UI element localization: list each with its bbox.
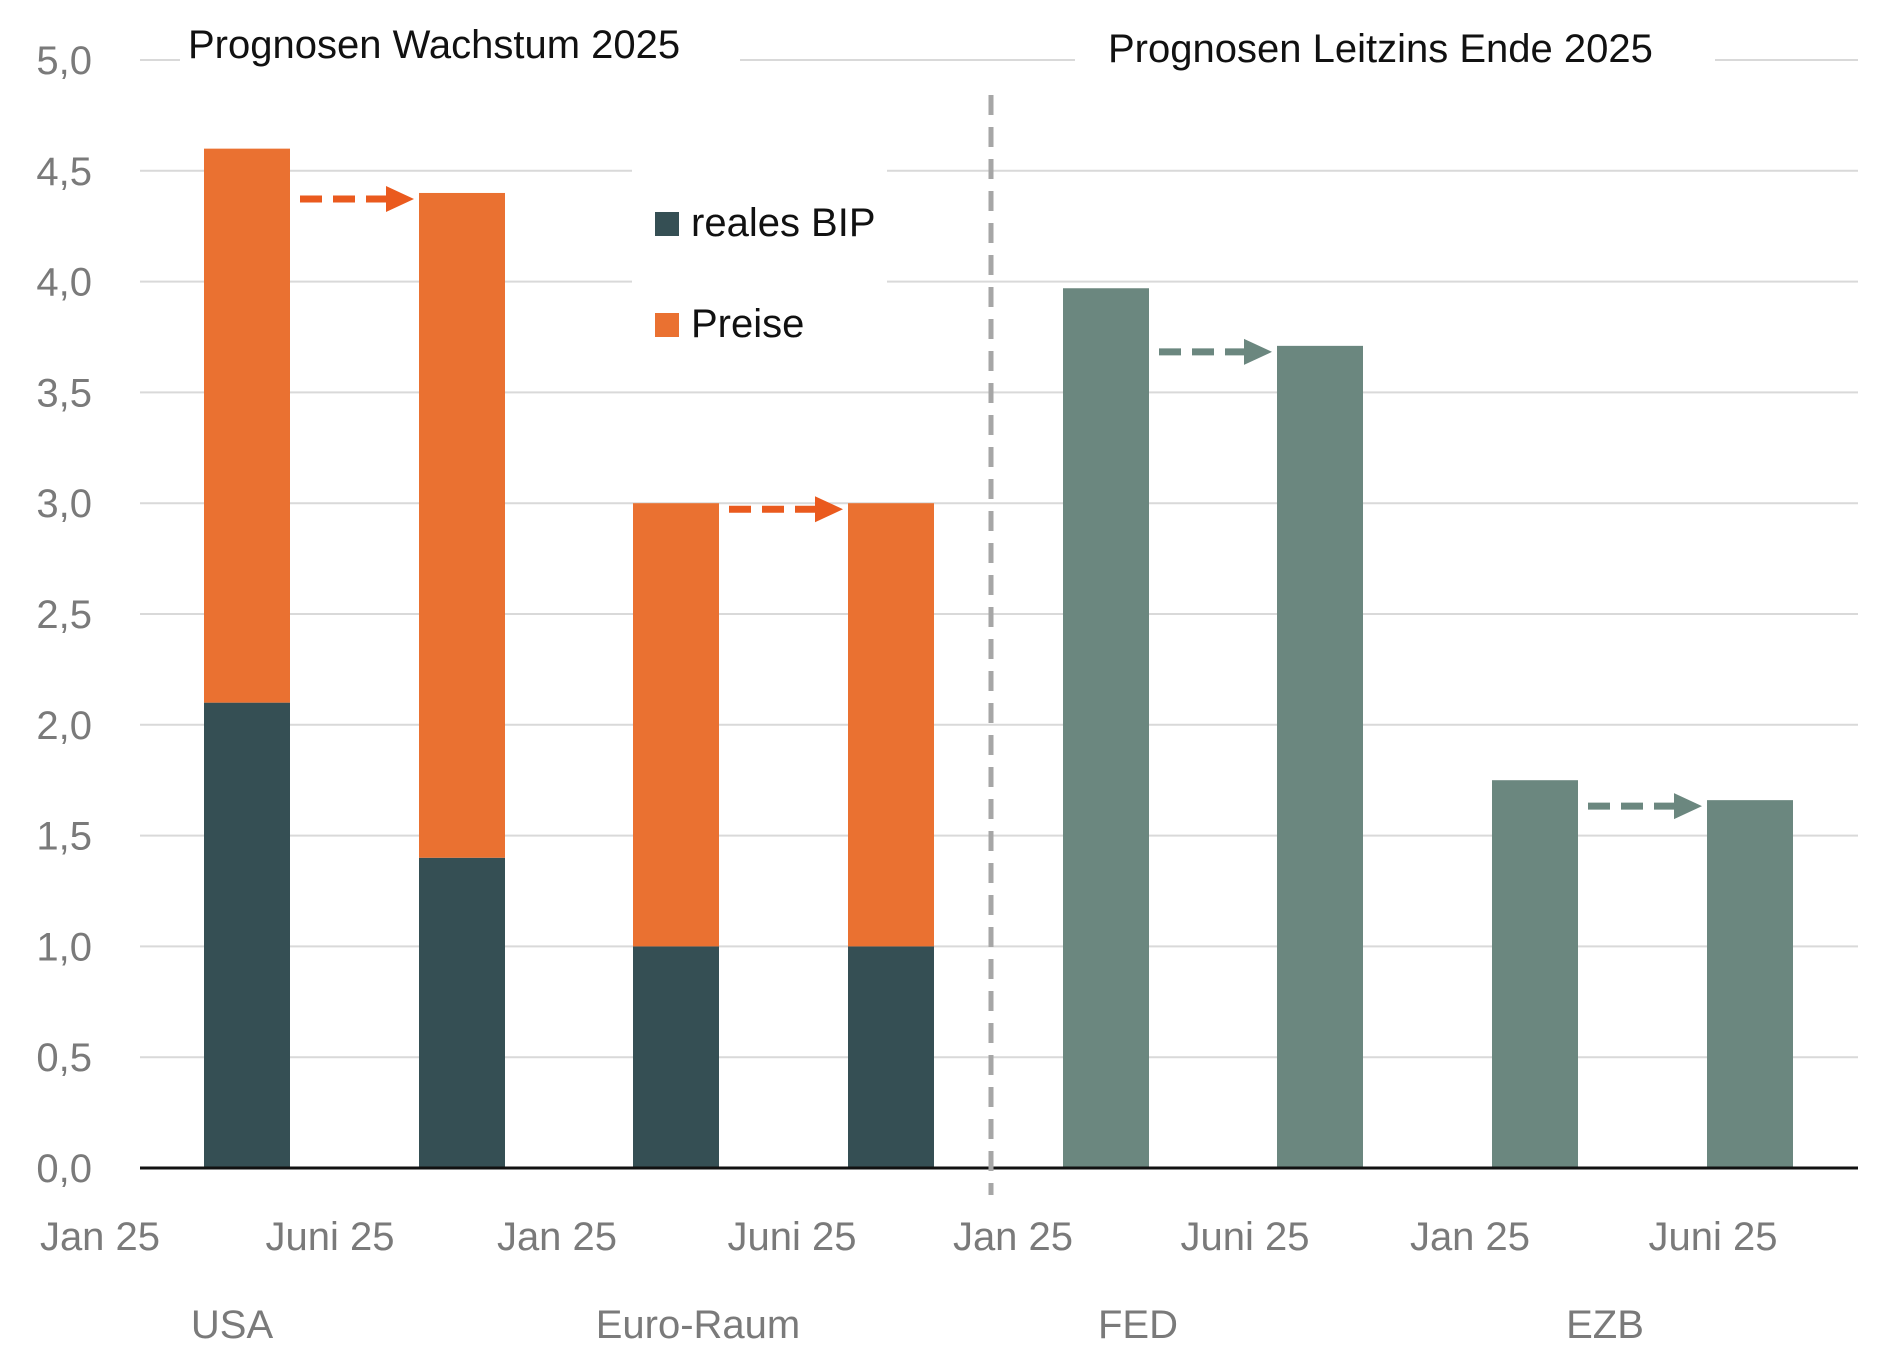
legend-swatch-prices xyxy=(655,313,679,337)
y-tick-label: 0,5 xyxy=(36,1036,92,1080)
x-tick-label: Juni 25 xyxy=(1649,1215,1778,1259)
bar-prices xyxy=(633,503,719,947)
x-tick-label: Jan 25 xyxy=(40,1215,160,1259)
x-tick-label: Juni 25 xyxy=(266,1215,395,1259)
y-axis-ticks: 0,0 0,5 1,0 1,5 2,0 2,5 3,0 3,5 4,0 4,5 5,0 xyxy=(36,39,92,1191)
group-label: EZB xyxy=(1566,1303,1644,1347)
bars xyxy=(204,148,1793,1168)
legend-swatch-real-gdp xyxy=(655,212,679,236)
x-tick-label: Juni 25 xyxy=(1181,1215,1310,1259)
y-tick-label: 0,0 xyxy=(36,1147,92,1191)
change-arrow xyxy=(1588,793,1702,820)
y-tick-label: 5,0 xyxy=(36,39,92,83)
change-arrow xyxy=(729,496,843,523)
bar-policy-rate xyxy=(1492,780,1578,1168)
y-tick-label: 1,5 xyxy=(36,815,92,859)
bar-real-gdp xyxy=(848,946,934,1168)
x-tick-label: Jan 25 xyxy=(953,1215,1073,1259)
title-backdrop-right xyxy=(1075,18,1715,78)
y-tick-label: 2,0 xyxy=(36,704,92,748)
legend-label-prices: Preise xyxy=(691,302,804,346)
arrow-head-icon xyxy=(1674,793,1702,820)
change-arrows xyxy=(300,185,1702,820)
gridlines xyxy=(140,59,1858,1059)
change-arrow xyxy=(1159,338,1272,365)
legend-label-real-gdp: reales BIP xyxy=(691,201,876,245)
arrow-head-icon xyxy=(386,185,414,212)
legend-backdrop xyxy=(632,160,887,375)
x-tick-label: Juni 25 xyxy=(728,1215,857,1259)
legend: reales BIP Preise xyxy=(632,160,887,375)
y-tick-label: 1,0 xyxy=(36,925,92,969)
bar-real-gdp xyxy=(204,702,290,1168)
change-arrow xyxy=(300,185,414,212)
x-tick-label: Jan 25 xyxy=(1410,1215,1530,1259)
arrow-head-icon xyxy=(815,496,843,523)
arrow-head-icon xyxy=(1244,338,1272,365)
group-label: Euro-Raum xyxy=(596,1303,801,1347)
group-label: USA xyxy=(191,1303,274,1347)
y-tick-label: 3,5 xyxy=(36,371,92,415)
bar-prices xyxy=(419,192,505,858)
y-tick-label: 2,5 xyxy=(36,593,92,637)
panel-title-policy-rate: Prognosen Leitzins Ende 2025 xyxy=(1108,27,1653,71)
bar-real-gdp xyxy=(633,946,719,1168)
y-tick-label: 4,5 xyxy=(36,150,92,194)
title-backdrop-left xyxy=(180,18,740,78)
group-labels: USA Euro-Raum FED EZB xyxy=(191,1303,1644,1347)
bar-prices xyxy=(848,503,934,947)
x-tick-label: Jan 25 xyxy=(497,1215,617,1259)
x-axis-ticks: Jan 25 Juni 25 Jan 25 Juni 25 Jan 25 Juni 25 J… xyxy=(40,1215,1778,1259)
bar-policy-rate xyxy=(1063,288,1149,1168)
bar-policy-rate xyxy=(1707,800,1793,1168)
group-label: FED xyxy=(1098,1303,1178,1347)
y-tick-label: 4,0 xyxy=(36,261,92,305)
bar-policy-rate xyxy=(1277,345,1363,1168)
bar-prices xyxy=(204,148,290,703)
panel-title-growth: Prognosen Wachstum 2025 xyxy=(188,23,680,67)
y-tick-label: 3,0 xyxy=(36,482,92,526)
bar-real-gdp xyxy=(419,857,505,1168)
